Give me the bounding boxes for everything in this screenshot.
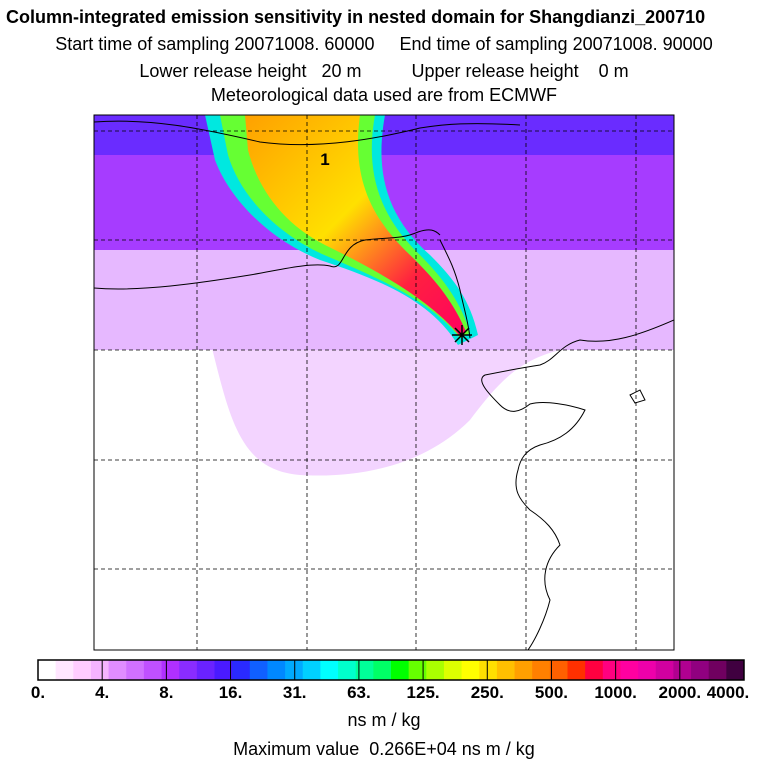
colorbar-swatch <box>479 660 498 680</box>
colorbar-units: ns m / kg <box>347 710 421 730</box>
colorbar-tick-label: 2000. <box>658 683 702 702</box>
coastlines <box>94 120 674 650</box>
colorbar-swatch <box>55 660 74 680</box>
colorbar-swatch <box>585 660 604 680</box>
colorbar-swatch <box>602 660 621 680</box>
colorbar-swatch <box>426 660 445 680</box>
colorbar-swatch <box>161 660 180 680</box>
colorbar-swatch <box>355 660 374 680</box>
colorbar-frame <box>37 659 745 681</box>
colorbar-tick-label: 500. <box>534 683 568 702</box>
maximum-value: Maximum value 0.266E+04 ns m / kg <box>233 739 535 759</box>
colorbar-swatch <box>532 660 551 680</box>
colorbar-swatch <box>126 660 145 680</box>
colorbar-swatch <box>196 660 215 680</box>
colorbar-tick-label: 4000. <box>706 683 750 702</box>
colorbar-tick-label: 4. <box>95 683 110 702</box>
field-layer <box>94 115 674 650</box>
colorbar-tick-label: 0. <box>30 683 46 702</box>
colorbar-swatch <box>285 660 304 680</box>
colorbar-swatch <box>38 660 57 680</box>
colorbar-swatch <box>249 660 268 680</box>
colorbar-swatch <box>726 660 745 680</box>
colorbar-tick-label: 250. <box>470 683 504 702</box>
sensitivity-field-low <box>210 340 560 476</box>
colorbar-tick-label: 31. <box>282 683 307 702</box>
release-heights: Lower release height 20 m Upper release … <box>139 61 629 81</box>
colorbar-swatch <box>267 660 286 680</box>
colorbar-swatch <box>496 660 516 680</box>
colorbar-swatch <box>108 660 127 680</box>
colorbar-tick-label: 16. <box>218 683 243 702</box>
lat-lon-grid <box>94 115 674 650</box>
colorbar-swatch <box>391 660 410 680</box>
map-frame <box>93 114 675 651</box>
colorbar-swatch <box>179 660 198 680</box>
colorbar-swatch <box>461 660 480 680</box>
colorbar-swatch <box>214 660 233 680</box>
plot-title: Column-integrated emission sensitivity i… <box>6 7 706 27</box>
colorbar-swatch <box>638 660 657 680</box>
colorbar-swatch <box>620 660 639 680</box>
colorbar-tick-label: 8. <box>159 683 174 702</box>
receptor-star-icon <box>452 325 472 345</box>
colorbar-swatch <box>143 660 163 680</box>
met-data-source: Meteorological data used are from ECMWF <box>210 85 558 105</box>
colorbar-swatch <box>567 660 586 680</box>
colorbar-swatch <box>514 660 533 680</box>
colorbar-swatch <box>338 660 357 680</box>
colorbar-tick-label: 125. <box>406 683 440 702</box>
sensitivity-field-blue <box>94 115 674 155</box>
colorbar-swatch <box>708 660 727 680</box>
colorbar-tick-label: 63. <box>347 683 371 702</box>
colorbar-tick-label: 1000. <box>594 683 637 702</box>
colorbar-swatch <box>90 660 110 680</box>
colorbar-swatch <box>373 660 392 680</box>
colorbar-swatch <box>408 660 427 680</box>
colorbar-swatch <box>320 660 339 680</box>
sampling-times: Start time of sampling 20071008. 60000 E… <box>55 34 713 54</box>
colorbar-swatch <box>549 660 568 680</box>
colorbar-swatch <box>443 660 463 680</box>
colorbar-swatch <box>691 660 710 680</box>
plume-core <box>245 115 466 336</box>
colorbar <box>38 660 745 680</box>
colorbar-swatch <box>232 660 251 680</box>
colorbar-swatch <box>302 660 321 680</box>
release-marker-label: 1 <box>320 150 329 169</box>
colorbar-swatch <box>655 660 674 680</box>
colorbar-swatch <box>73 660 92 680</box>
colorbar-swatch <box>673 660 692 680</box>
